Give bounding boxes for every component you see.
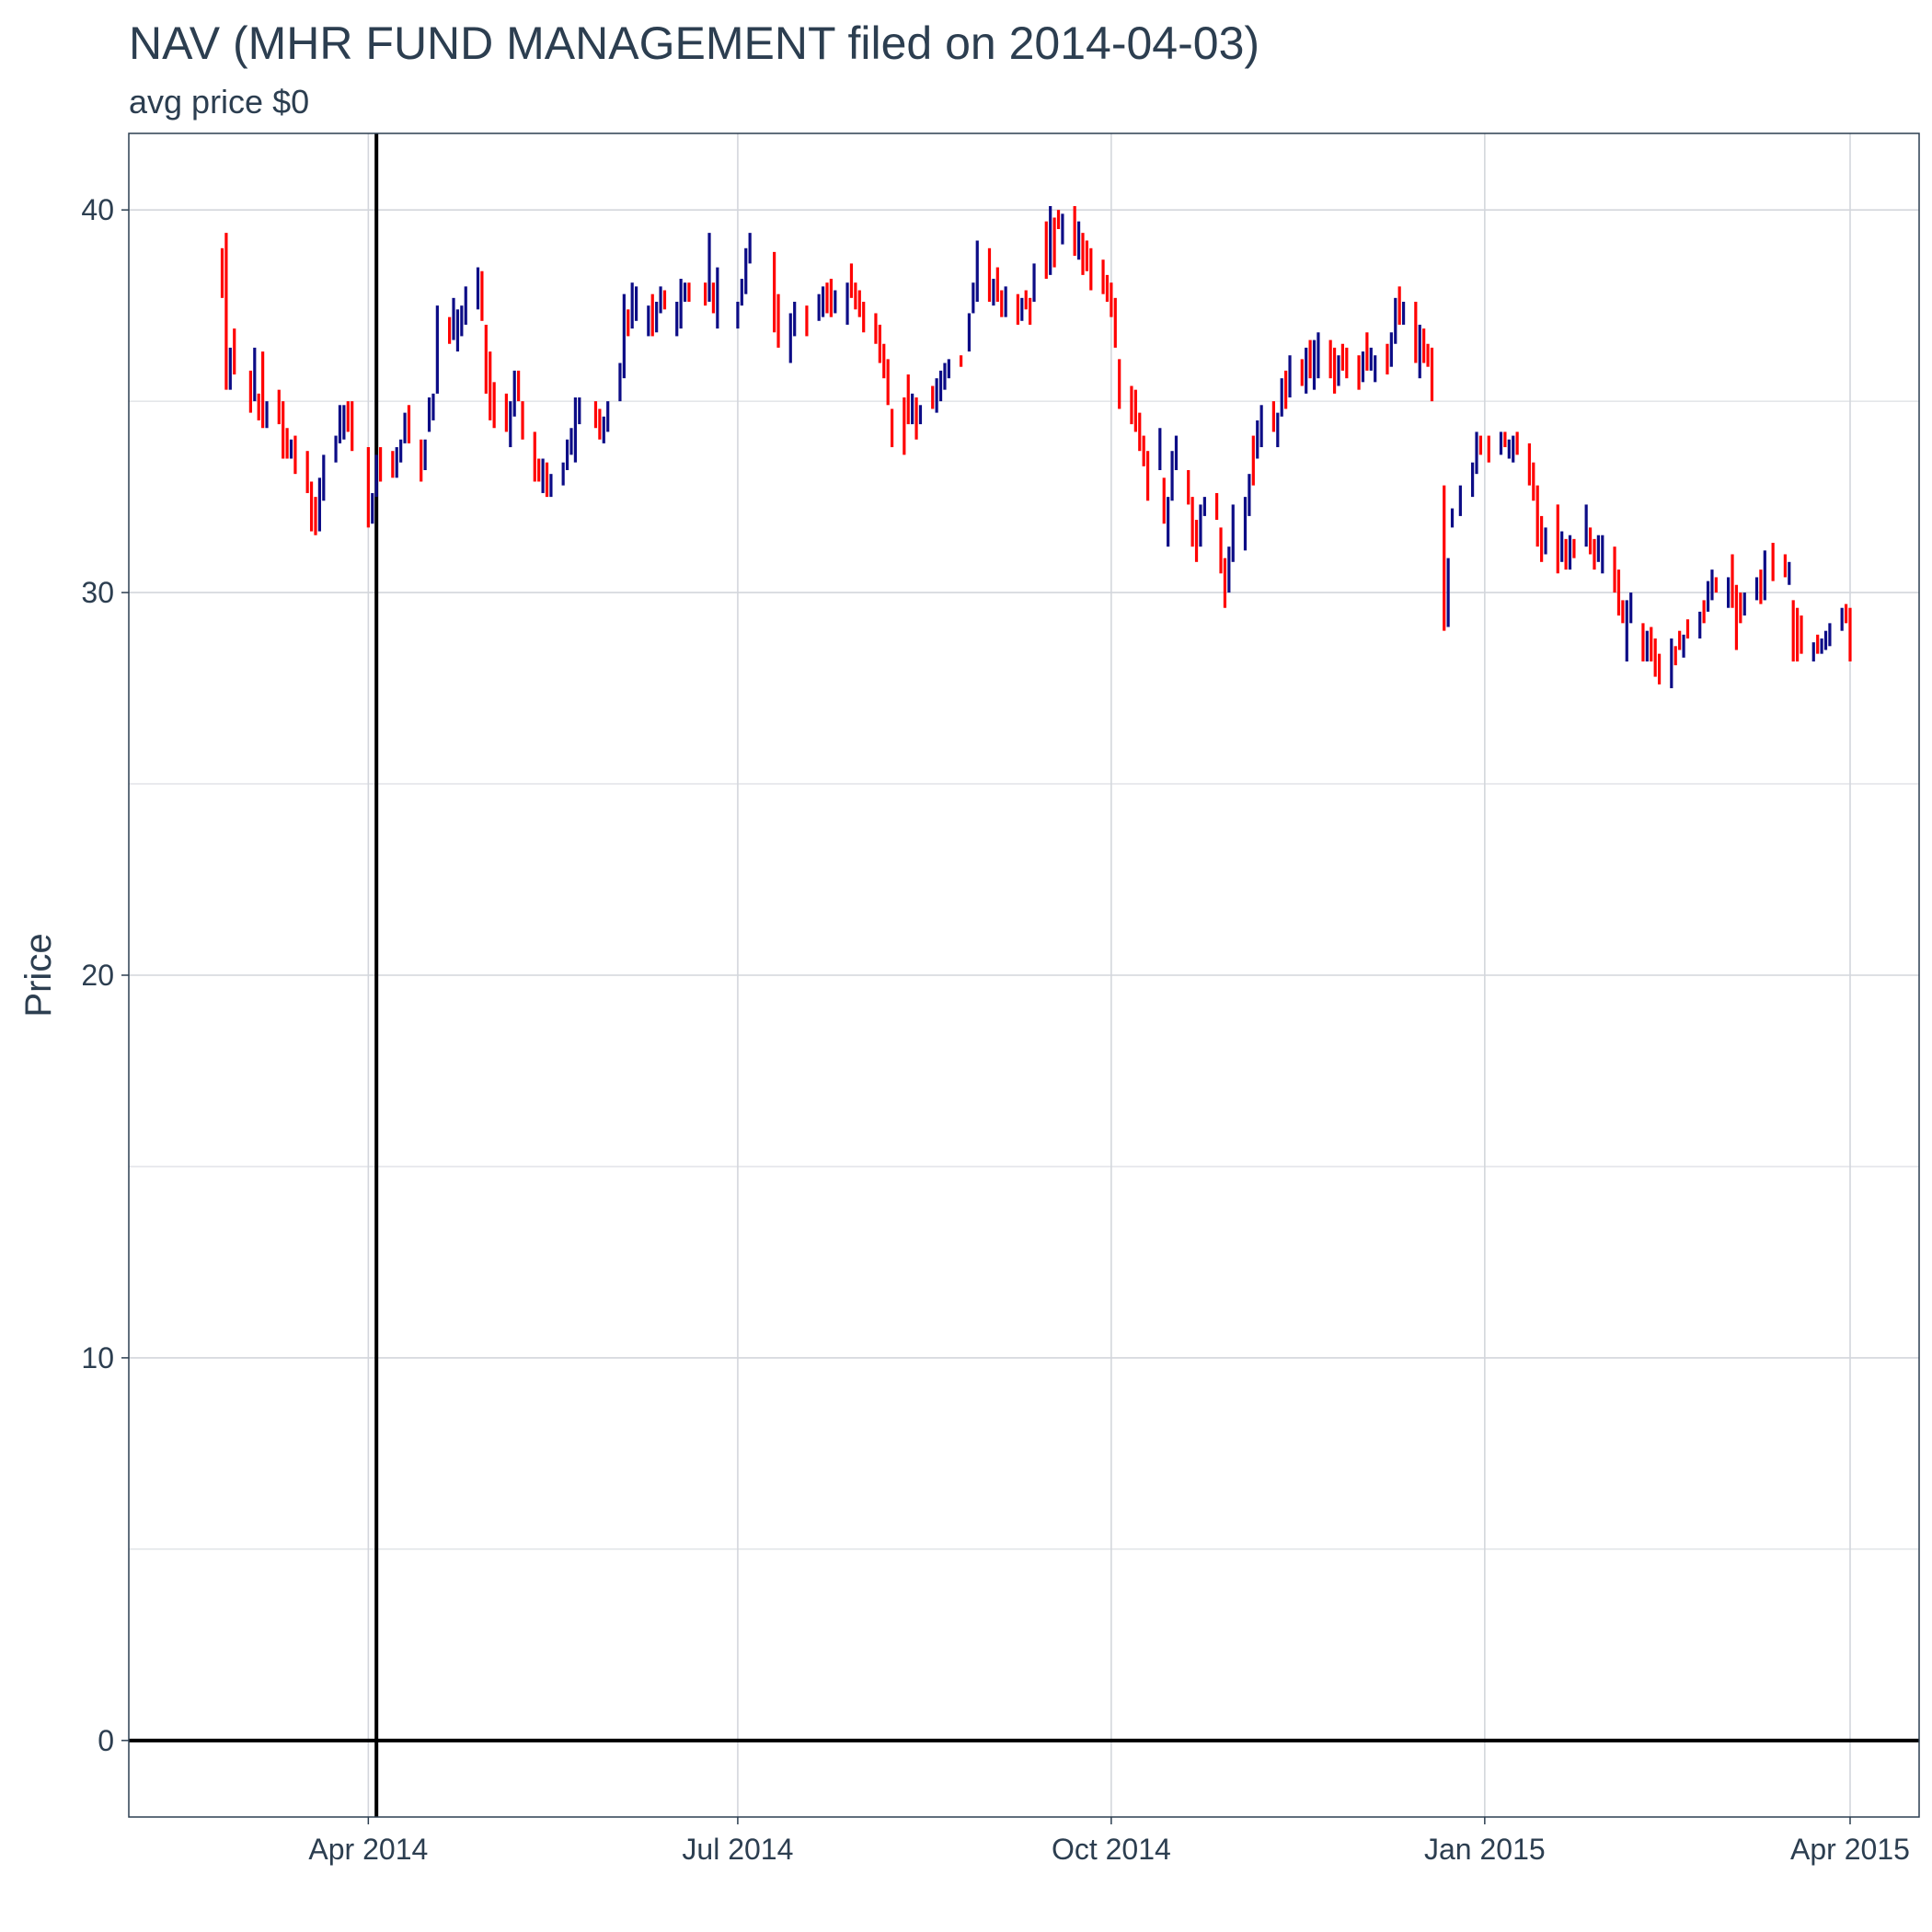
price-bars bbox=[220, 206, 1852, 689]
reference-lines bbox=[129, 133, 1919, 1817]
y-tick-label: 0 bbox=[98, 1724, 114, 1757]
y-tick-label: 20 bbox=[81, 959, 114, 992]
x-tick-label: Oct 2014 bbox=[1052, 1833, 1171, 1866]
y-tick-label: 40 bbox=[81, 193, 114, 226]
x-tick-label: Apr 2014 bbox=[308, 1833, 428, 1866]
y-tick-label: 30 bbox=[81, 576, 114, 609]
x-tick-label: Apr 2015 bbox=[1790, 1833, 1910, 1866]
x-tick-label: Jul 2014 bbox=[682, 1833, 793, 1866]
y-axis-ticks: 0 10 20 30 40 bbox=[81, 193, 129, 1757]
grid-lines bbox=[129, 133, 1919, 1817]
y-tick-label: 10 bbox=[81, 1341, 114, 1374]
y-axis-title: Price bbox=[18, 933, 59, 1017]
x-axis-ticks: Apr 2014 Jul 2014 Oct 2014 Jan 2015 Apr 2015 bbox=[308, 1817, 1910, 1866]
x-tick-label: Jan 2015 bbox=[1424, 1833, 1546, 1866]
chart-title: NAV (MHR FUND MANAGEMENT filed on 2014-0… bbox=[129, 17, 1260, 69]
chart-subtitle: avg price $0 bbox=[129, 83, 310, 121]
